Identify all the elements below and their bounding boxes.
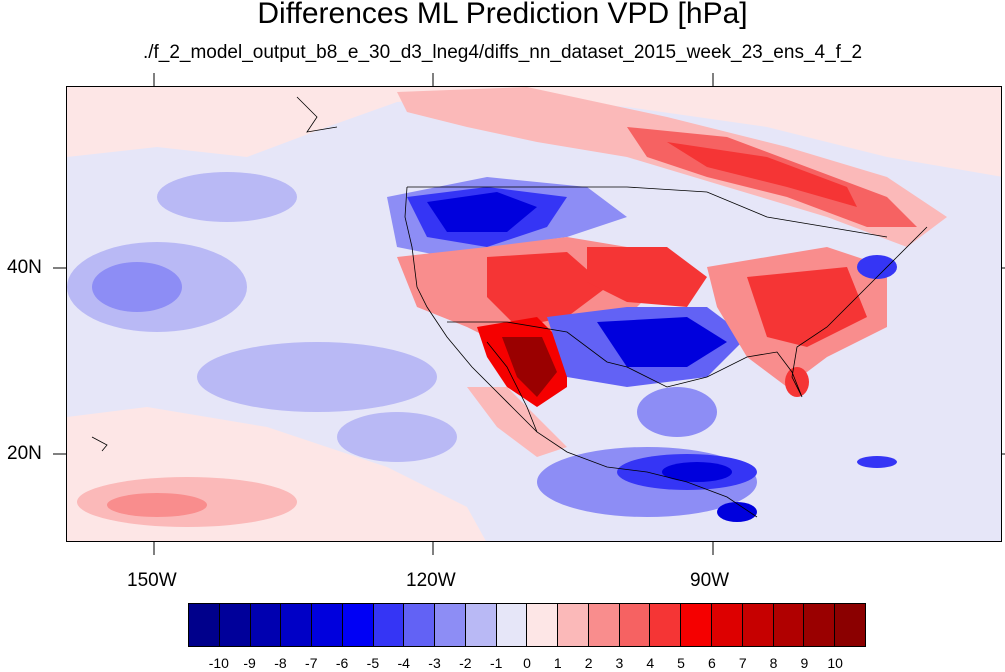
colorbar-box-21 [835,604,865,646]
field-red-mexico [467,387,567,457]
colorbar-box-18 [742,604,774,646]
vpd-difference-field [67,87,1001,541]
colorbar-box-8 [435,604,466,646]
field-red-florida [785,367,809,397]
map-subtitle: ./f_2_model_output_b8_e_30_d3_lneg4/diff… [142,42,863,63]
colorbar-box-11 [527,604,559,646]
us-canada-border [407,186,888,238]
map-title: Differences ML Prediction VPD [hPa] [257,0,748,30]
x-tick-label-150w: 150W [127,570,177,591]
colorbar-box-17 [712,604,743,646]
colorbar-label: 1 [553,655,562,671]
colorbar-label: 8 [769,655,778,671]
colorbar-box-7 [404,604,436,646]
map-plot-area [66,86,1002,542]
field-red-west-mid [487,252,607,327]
colorbar-box-10 [496,604,528,646]
alaska-coastline [296,96,338,133]
field-blue-core-pacific [92,262,182,312]
field-light-red-north [67,87,1001,177]
pacific-coastline [404,186,758,518]
x-tick-label-120w: 120W [406,570,456,591]
field-blue-patch-pacific-2 [157,172,297,222]
baja-coastline [486,341,538,433]
field-blue-gulf [637,387,717,437]
field-red-sw-core [502,337,557,397]
colorbar-box-20 [804,604,836,646]
colorbar-label: 9 [800,655,809,671]
colorbar-label: -8 [274,655,287,671]
us-mexico-border [447,321,628,368]
colorbar-label: 0 [523,655,531,671]
colorbar-box-5 [342,604,374,646]
field-blue-nw-core [427,192,537,232]
field-blue-patch-pacific-3 [197,342,437,412]
x-tick-label-90w: 90W [690,570,730,591]
colorbar-label: 5 [677,655,685,671]
field-red-canada-core [667,142,857,207]
colorbar-box-15 [650,604,682,646]
colorbar-box-1 [219,604,251,646]
gulf-atlantic-coastline [626,226,928,398]
colorbar-label: 6 [708,655,716,671]
field-blue-atlantic-spot [857,255,897,279]
colorbar-label: 10 [827,655,843,671]
field-red-core-south [107,493,207,517]
colorbar-labels: -10 -9 -8 -7 -6 -5 -4 -3 -2 -1 0 1 2 3 4 5 6 7 8 9 10 [188,655,866,672]
hawaii-coastline [91,436,108,452]
colorbar-box-9 [465,604,497,646]
colorbar-label: 3 [615,655,624,671]
colorbar-label: -3 [428,655,441,671]
colorbar-box-13 [588,604,620,646]
colorbar-label: 2 [584,655,593,671]
colorbar [188,603,866,647]
field-red-canada-outer [397,87,947,247]
colorbar-label: -9 [243,655,256,671]
colorbar-label: 4 [646,655,655,671]
colorbar-box-19 [773,604,805,646]
field-red-east-core [747,267,867,347]
coastlines [91,96,928,518]
field-blue-south-core [597,317,727,367]
y-tick-label-20n: 20N [7,443,42,464]
colorbar-box-2 [250,604,282,646]
colorbar-box-4 [312,604,343,646]
colorbar-label: -4 [397,655,410,671]
colorbar-box-16 [681,604,713,646]
field-blue-caribbean [857,456,897,468]
colorbar-label: -1 [489,655,503,671]
colorbar-label: -7 [305,655,318,671]
colorbar-label: 7 [738,655,747,671]
colorbar-box-12 [558,604,589,646]
colorbar-label: -6 [335,655,349,671]
colorbar-label: -5 [366,655,380,671]
field-blue-mexico-south-core [662,462,732,482]
field-blue-patch-pacific-4 [337,412,457,462]
colorbar-box-3 [281,604,313,646]
colorbar-box-0 [189,604,220,646]
field-red-plains [587,247,707,307]
colorbar-box-14 [619,604,651,646]
field-blue-central-america [717,502,757,522]
colorbar-box-6 [373,604,405,646]
y-tick-label-40n: 40N [7,257,42,278]
colorbar-label: -2 [459,655,472,671]
colorbar-label: -10 [208,655,229,671]
